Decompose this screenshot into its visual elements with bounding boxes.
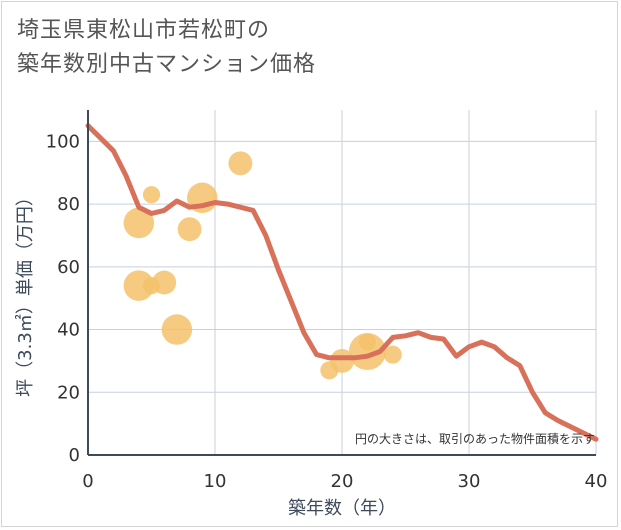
x-tick-label: 20 xyxy=(331,471,354,492)
axes xyxy=(87,110,596,456)
data-bubble xyxy=(358,333,376,351)
y-axis-label: 坪（3.3㎡）単価（万円） xyxy=(14,188,36,397)
data-bubble xyxy=(348,332,386,371)
data-bubble xyxy=(177,217,202,242)
data-bubble xyxy=(123,270,155,301)
data-bubble xyxy=(161,314,193,345)
bubble-series xyxy=(123,151,402,380)
y-tick-label: 80 xyxy=(57,194,80,215)
x-tick-label: 30 xyxy=(458,471,481,492)
data-bubble xyxy=(123,207,155,239)
data-bubble xyxy=(330,348,354,373)
y-tick-label: 40 xyxy=(57,320,80,341)
x-axis-label: 築年数（年） xyxy=(288,498,396,519)
y-tick-label: 100 xyxy=(46,131,80,152)
x-tick-label: 10 xyxy=(204,471,227,492)
data-bubble xyxy=(142,186,161,204)
tick-labels: 0 20 40 60 80 100 0 10 20 30 40 xyxy=(46,131,608,492)
data-bubble xyxy=(152,270,177,295)
trend-line-group xyxy=(85,123,599,442)
x-tick-label: 0 xyxy=(82,471,93,492)
trend-line xyxy=(85,123,599,442)
data-bubble xyxy=(383,345,402,364)
y-tick-label: 20 xyxy=(57,382,80,403)
title-line-2: 築年数別中古マンション価格 xyxy=(17,52,317,77)
x-tick-label: 40 xyxy=(585,471,608,492)
bubble-size-note: 円の大きさは、取引のあった物件面積を示す xyxy=(355,431,595,446)
title-line-1: 埼玉県東松山市若松町の xyxy=(17,18,271,43)
y-tick-label: 0 xyxy=(69,445,80,466)
data-bubble xyxy=(228,151,253,176)
chart-title: 埼玉県東松山市若松町の 築年数別中古マンション価格 xyxy=(17,14,316,82)
y-tick-label: 60 xyxy=(57,257,80,278)
